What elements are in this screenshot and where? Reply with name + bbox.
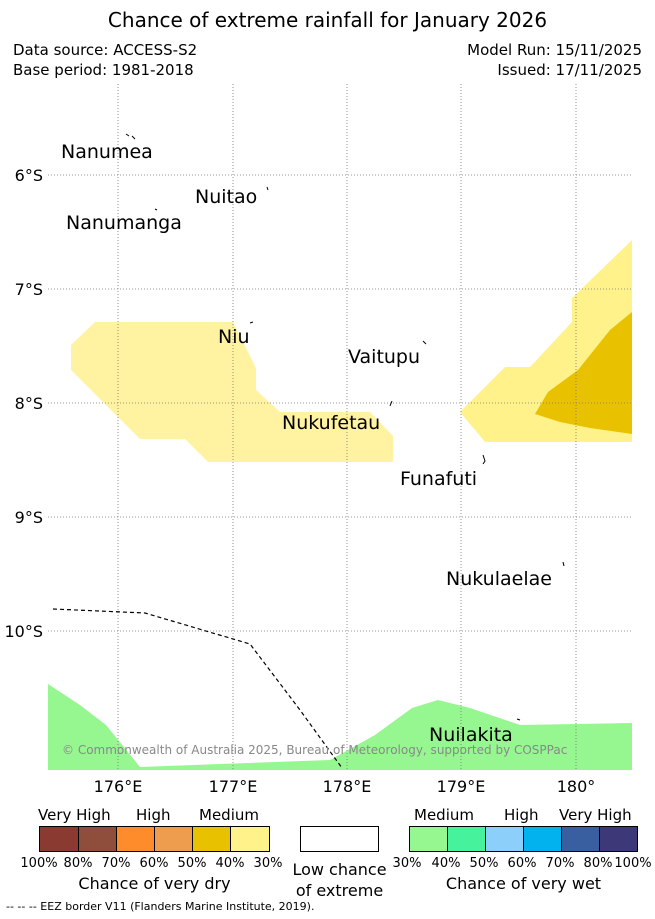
lat-label-8s: 8°S	[15, 394, 43, 413]
lat-label-6s: 6°S	[15, 166, 43, 185]
wet-swatch-high-1	[486, 827, 524, 851]
wet-pct-80: 80%	[583, 856, 613, 871]
dry-pct-70: 70%	[101, 856, 131, 871]
wet-pct-100: 100%	[614, 856, 652, 871]
lon-gridlines	[117, 84, 577, 770]
lat-gridlines	[48, 174, 632, 632]
low-chance-line1: Low chance	[292, 860, 387, 879]
wet-colorbar	[409, 826, 638, 852]
dry-swatch-high-2	[155, 827, 193, 851]
model-run: Model Run: 15/11/2025	[467, 41, 642, 59]
lat-label-7s: 7°S	[15, 280, 43, 299]
dry-swatch-medium-1	[193, 827, 231, 851]
dry-caption: Chance of very dry	[78, 874, 231, 893]
dry-colorbar	[39, 826, 270, 852]
wet-pct-50: 50%	[469, 856, 499, 871]
wet-swatch-medium-1	[410, 827, 448, 851]
wet-heading-high: High	[504, 806, 539, 824]
dry-pct-80: 80%	[63, 856, 93, 871]
wet-swatch-very-high-2	[600, 827, 637, 851]
wet-heading-very-high: Very High	[559, 806, 632, 824]
low-chance-swatch	[300, 826, 379, 852]
dry-heading-medium: Medium	[199, 806, 259, 824]
dry-medium-area-west	[71, 322, 393, 462]
place-vaitupu: Vaitupu	[348, 346, 420, 368]
place-funafuti: Funafuti	[400, 468, 477, 490]
lon-label-177e: 177°E	[209, 777, 258, 796]
place-nukufetau: Nukufetau	[282, 412, 380, 434]
dry-swatch-high-1	[117, 827, 155, 851]
wet-caption: Chance of very wet	[445, 874, 602, 893]
island-outlines	[125, 133, 565, 721]
data-info-left: Data source: ACCESS-S2 Base period: 1981…	[13, 40, 197, 80]
lat-label-9s: 9°S	[15, 508, 43, 527]
wet-medium-area-south	[48, 684, 632, 770]
place-nuitao: Nuitao	[195, 186, 257, 208]
low-chance-caption: Low chance of extreme	[280, 859, 399, 901]
wet-pct-30: 30%	[392, 856, 422, 871]
dry-pct-30: 30%	[253, 856, 283, 871]
wet-swatch-very-high-1	[562, 827, 600, 851]
wet-pct-40: 40%	[431, 856, 461, 871]
dry-heading-high: High	[136, 806, 171, 824]
base-period: Base period: 1981-2018	[13, 61, 194, 79]
lon-label-179e: 179°E	[437, 777, 486, 796]
issued-date: Issued: 17/11/2025	[497, 61, 642, 79]
lat-label-10s: 10°S	[4, 622, 43, 641]
wet-pct-60: 60%	[507, 856, 537, 871]
lon-label-176e: 176°E	[94, 777, 143, 796]
dry-pct-100: 100%	[20, 856, 58, 871]
wet-swatch-medium-2	[448, 827, 486, 851]
wet-swatch-high-2	[524, 827, 562, 851]
wet-pct-70: 70%	[545, 856, 575, 871]
wet-heading-medium: Medium	[414, 806, 474, 824]
dry-pct-40: 40%	[215, 856, 245, 871]
data-info-right: Model Run: 15/11/2025 Issued: 17/11/2025	[467, 40, 642, 80]
lon-label-180: 180°	[557, 777, 596, 796]
data-source: Data source: ACCESS-S2	[13, 41, 198, 59]
eez-border	[52, 608, 343, 769]
low-chance-line2: of extreme	[295, 881, 384, 900]
dry-swatch-very-high-2	[79, 827, 117, 851]
dry-pct-50: 50%	[177, 856, 207, 871]
dry-heading-very-high: Very High	[38, 806, 111, 824]
place-nanumea: Nanumea	[61, 141, 153, 163]
dry-pct-60: 60%	[139, 856, 169, 871]
map-title: Chance of extreme rainfall for January 2…	[107, 8, 548, 32]
place-nukulaelae: Nukulaelae	[446, 568, 552, 590]
place-nanumanga: Nanumanga	[66, 212, 182, 234]
dry-high-area-east	[535, 312, 632, 434]
place-nuilakita: Nuilakita	[429, 724, 513, 746]
dry-swatch-medium-2	[231, 827, 269, 851]
lon-label-178e: 178°E	[323, 777, 372, 796]
place-niu: Niu	[218, 326, 250, 348]
dry-swatch-very-high-1	[40, 827, 79, 851]
copyright-notice: © Commonwealth of Australia 2025, Bureau…	[62, 743, 567, 757]
eez-footnote: -- -- -- EEZ border V11 (Flanders Marine…	[6, 900, 315, 913]
